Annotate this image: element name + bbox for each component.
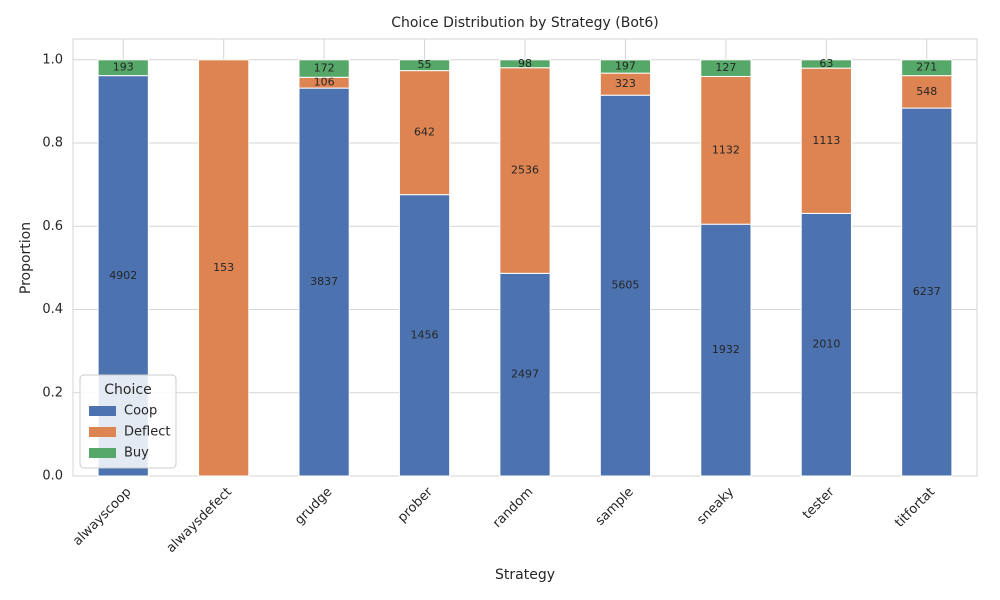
x-tick-label: sneaky xyxy=(694,484,737,527)
y-tick-label: 1.0 xyxy=(42,52,63,67)
data-label: 127 xyxy=(715,61,736,74)
bar-segment xyxy=(97,59,149,77)
bar-segment xyxy=(599,94,652,477)
data-label: 1132 xyxy=(712,143,740,156)
data-label: 153 xyxy=(213,261,234,274)
x-tick-label: prober xyxy=(395,484,436,525)
bar-segment xyxy=(800,59,852,69)
data-label: 172 xyxy=(314,62,335,75)
bar-segment xyxy=(700,223,752,477)
data-label: 3837 xyxy=(310,275,338,288)
bar-segment xyxy=(499,272,551,477)
bar-segment xyxy=(901,75,953,109)
x-tick-label: sample xyxy=(593,485,637,529)
data-label: 548 xyxy=(916,85,937,98)
x-axis-label: Strategy xyxy=(495,567,555,583)
data-label: 98 xyxy=(518,57,532,70)
legend-label: Deflect xyxy=(124,425,170,440)
data-label: 2497 xyxy=(511,368,539,381)
x-tick-label: tester xyxy=(800,484,838,522)
data-label: 4902 xyxy=(109,269,137,282)
bar-segment xyxy=(800,212,852,477)
y-tick-label: 0.2 xyxy=(42,385,63,400)
legend-title: Choice xyxy=(104,382,151,398)
x-tick-label: alwayscoop xyxy=(70,485,134,549)
data-label: 63 xyxy=(819,57,833,70)
data-label: 55 xyxy=(418,58,432,71)
legend-box xyxy=(79,374,177,469)
legend-label: Coop xyxy=(124,404,157,419)
y-tick-label: 0.6 xyxy=(42,219,63,234)
legend-swatch xyxy=(89,406,116,416)
bar-segment xyxy=(198,59,250,477)
data-label: 642 xyxy=(414,126,435,139)
legend-swatch xyxy=(89,448,116,458)
x-tick-label: random xyxy=(490,485,536,531)
bar-segment xyxy=(800,67,852,214)
data-label: 2536 xyxy=(511,164,539,177)
y-axis-label: Proportion xyxy=(18,222,34,294)
data-label: 323 xyxy=(615,77,636,90)
data-label: 197 xyxy=(615,59,636,72)
data-label: 271 xyxy=(916,61,937,74)
bar-segment xyxy=(398,70,451,196)
data-label: 1456 xyxy=(411,328,439,341)
data-label: 5605 xyxy=(611,279,639,292)
bar-segment xyxy=(499,67,551,274)
bar-segment xyxy=(700,59,752,77)
bar-segment xyxy=(901,59,953,77)
bar-segment xyxy=(599,59,652,74)
y-tick-label: 0.0 xyxy=(42,469,63,484)
bar-segment xyxy=(499,59,551,69)
data-label: 1113 xyxy=(812,134,840,147)
chart-title: Choice Distribution by Strategy (Bot6) xyxy=(391,15,659,31)
bar-segment xyxy=(700,75,752,225)
legend-swatch xyxy=(89,427,116,437)
x-tick-label: grudge xyxy=(292,485,335,528)
bar-segment xyxy=(298,59,350,78)
x-tick-label: titfortat xyxy=(892,485,938,531)
data-label: 106 xyxy=(314,76,335,89)
data-label: 2010 xyxy=(812,338,840,351)
y-tick-label: 0.8 xyxy=(42,136,63,151)
legend-label: Buy xyxy=(124,446,149,461)
bar-segment xyxy=(398,59,451,72)
data-label: 6237 xyxy=(913,285,941,298)
x-tick-label: alwaysdefect xyxy=(164,485,235,556)
data-label: 193 xyxy=(113,61,134,74)
data-label: 1932 xyxy=(712,343,740,356)
y-tick-label: 0.4 xyxy=(42,302,63,317)
